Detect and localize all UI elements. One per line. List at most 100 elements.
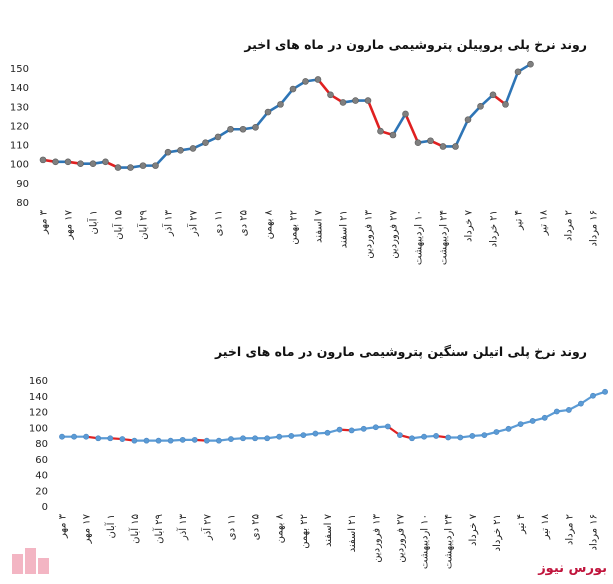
x-tick-label: ۱ آبان — [87, 210, 100, 235]
y-tick-label: 130 — [10, 102, 29, 113]
series-segment — [391, 112, 407, 137]
data-point — [239, 125, 247, 133]
data-point — [372, 424, 379, 431]
x-tick-label: ۱۸ تیر — [539, 209, 550, 236]
data-point — [427, 137, 434, 145]
data-point — [252, 435, 258, 442]
y-tick-label: 140 — [29, 392, 48, 403]
x-tick-label: ۲۲ بهمن — [299, 514, 310, 549]
data-point — [590, 392, 596, 399]
x-tick-label: ۱۱ دی — [214, 210, 225, 236]
y-tick-label: 100 — [29, 423, 48, 434]
x-tick-label: ۱۰ اردیبهشت — [420, 514, 431, 569]
data-point — [529, 418, 536, 424]
x-tick-label: ۲۹ آبان — [137, 210, 150, 240]
y-tick-label: 0 — [42, 502, 48, 513]
y-tick-label: 140 — [10, 83, 29, 94]
x-tick-label: ۲۵ دی — [239, 210, 250, 236]
y-tick-label: 150 — [10, 64, 29, 75]
data-point — [565, 407, 572, 413]
data-point — [64, 158, 72, 166]
data-point — [164, 148, 172, 156]
data-point — [288, 433, 295, 439]
x-tick-label: ۲۱ اسفند — [339, 210, 350, 248]
data-point — [324, 429, 331, 436]
x-tick-label: ۱ آبان — [104, 514, 117, 539]
data-point — [502, 101, 509, 108]
data-point — [433, 433, 440, 439]
data-point — [578, 400, 584, 407]
x-tick-label: ۱۵ آبان — [128, 514, 141, 544]
data-point — [339, 99, 347, 106]
x-tick-label: ۲ مرداد — [564, 210, 575, 241]
y-tick-label: 90 — [16, 179, 29, 190]
y-tick-label: 80 — [35, 439, 48, 450]
x-tick-label: ۴ تیر — [516, 514, 527, 535]
x-tick-label: ۱۰ اردیبهشت — [414, 210, 425, 265]
data-point — [228, 436, 234, 442]
data-point — [152, 162, 159, 169]
data-point — [464, 116, 472, 123]
data-point — [377, 127, 384, 135]
data-point — [119, 436, 126, 442]
series-segment — [454, 118, 470, 148]
data-point — [215, 437, 222, 444]
data-point — [127, 164, 134, 171]
x-tick-label: ۲ مرداد — [564, 514, 575, 545]
x-tick-label: ۲۷ فروردین — [389, 209, 400, 258]
data-point — [71, 433, 77, 440]
data-point — [327, 91, 334, 99]
data-point — [227, 125, 234, 133]
data-point — [214, 133, 222, 141]
x-tick-label: ۳ مهر — [58, 513, 69, 539]
x-tick-label: ۲۱ خرداد — [492, 514, 503, 551]
data-point — [312, 430, 319, 437]
data-point — [191, 436, 198, 443]
data-point — [489, 91, 497, 99]
x-tick-label: ۱۷ مهر — [82, 513, 93, 544]
x-tick-label: ۲۹ آبان — [152, 514, 165, 544]
data-point — [389, 131, 397, 139]
data-point — [302, 78, 309, 85]
data-point — [203, 437, 210, 444]
data-point — [527, 60, 534, 68]
data-point — [89, 160, 97, 168]
data-point — [95, 435, 102, 442]
x-tick-label: ۲۱ خرداد — [489, 210, 500, 247]
data-point — [59, 433, 65, 440]
data-point — [52, 158, 59, 166]
data-point — [336, 426, 343, 433]
x-tick-label: ۷ اسفند — [323, 513, 334, 547]
data-point — [514, 68, 522, 76]
x-tick-label: ۴ تیر — [514, 210, 525, 231]
x-tick-label: ۱۳ فروردین — [371, 513, 382, 562]
y-tick-label: 120 — [29, 408, 48, 419]
x-tick-label: ۷ اسفند — [314, 209, 325, 243]
x-tick-label: ۱۸ تیر — [540, 513, 551, 540]
data-point — [360, 425, 367, 432]
data-point — [177, 147, 184, 154]
data-point — [402, 110, 409, 118]
x-tick-label: ۱۶ مرداد — [589, 514, 600, 551]
data-point — [107, 435, 114, 442]
data-point — [364, 97, 372, 104]
x-tick-label: ۲۵ دی — [251, 514, 262, 540]
y-tick-label: 60 — [35, 455, 48, 466]
x-tick-label: ۲۴ اردیبهشت — [439, 210, 450, 265]
y-tick-label: 110 — [10, 141, 29, 152]
x-tick-label: ۱۳ آذر — [176, 513, 189, 541]
data-point — [39, 156, 47, 164]
x-tick-label: ۲۴ اردیبهشت — [444, 514, 455, 569]
y-tick-label: 20 — [35, 486, 48, 497]
data-point — [264, 108, 272, 116]
data-point — [439, 143, 447, 150]
data-point — [300, 432, 307, 439]
data-point — [77, 160, 84, 168]
data-point — [421, 433, 427, 440]
data-point — [505, 425, 512, 432]
y-tick-label: 40 — [35, 471, 48, 482]
x-tick-label: ۱۷ مهر — [64, 209, 75, 240]
data-point — [477, 102, 484, 110]
data-point — [139, 162, 147, 169]
data-point — [541, 414, 548, 421]
